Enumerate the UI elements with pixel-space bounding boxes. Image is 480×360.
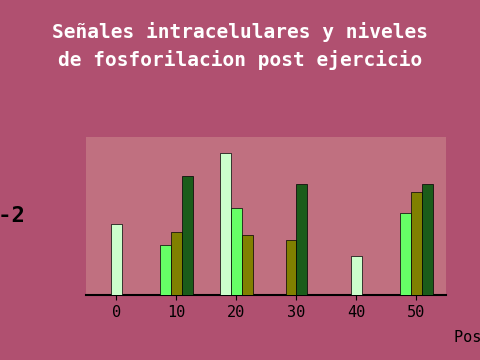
- Text: de fosforilacion post ejercicio: de fosforilacion post ejercicio: [58, 50, 422, 71]
- Bar: [422, 184, 432, 295]
- Bar: [400, 213, 411, 295]
- Bar: [351, 256, 362, 295]
- Bar: [182, 176, 192, 295]
- Bar: [160, 244, 171, 295]
- Bar: [220, 153, 231, 295]
- Bar: [286, 240, 297, 295]
- Bar: [411, 192, 422, 295]
- Bar: [111, 224, 122, 295]
- Text: Post ex. hrs: Post ex. hrs: [454, 330, 480, 345]
- Bar: [231, 208, 242, 295]
- Bar: [242, 235, 252, 295]
- Bar: [171, 232, 182, 295]
- Text: Señales intracelulares y niveles: Señales intracelulares y niveles: [52, 22, 428, 42]
- Bar: [296, 184, 307, 295]
- Text: ERK-2: ERK-2: [0, 206, 25, 226]
